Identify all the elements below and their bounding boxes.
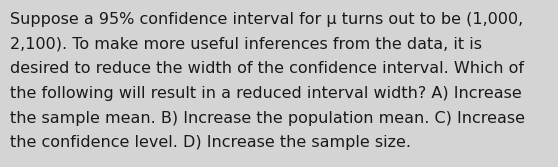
- Text: 2,100). To make more useful inferences from the data, it is: 2,100). To make more useful inferences f…: [10, 36, 482, 51]
- Text: the following will result in a reduced interval width? A) Increase: the following will result in a reduced i…: [10, 86, 522, 101]
- Text: the sample mean. B) Increase the population mean. C) Increase: the sample mean. B) Increase the populat…: [10, 111, 525, 126]
- Text: the confidence level. D) Increase the sample size.: the confidence level. D) Increase the sa…: [10, 135, 411, 150]
- Text: Suppose a 95% confidence interval for μ turns out to be (1,000,: Suppose a 95% confidence interval for μ …: [10, 12, 523, 27]
- Text: desired to reduce the width of the confidence interval. Which of: desired to reduce the width of the confi…: [10, 61, 524, 76]
